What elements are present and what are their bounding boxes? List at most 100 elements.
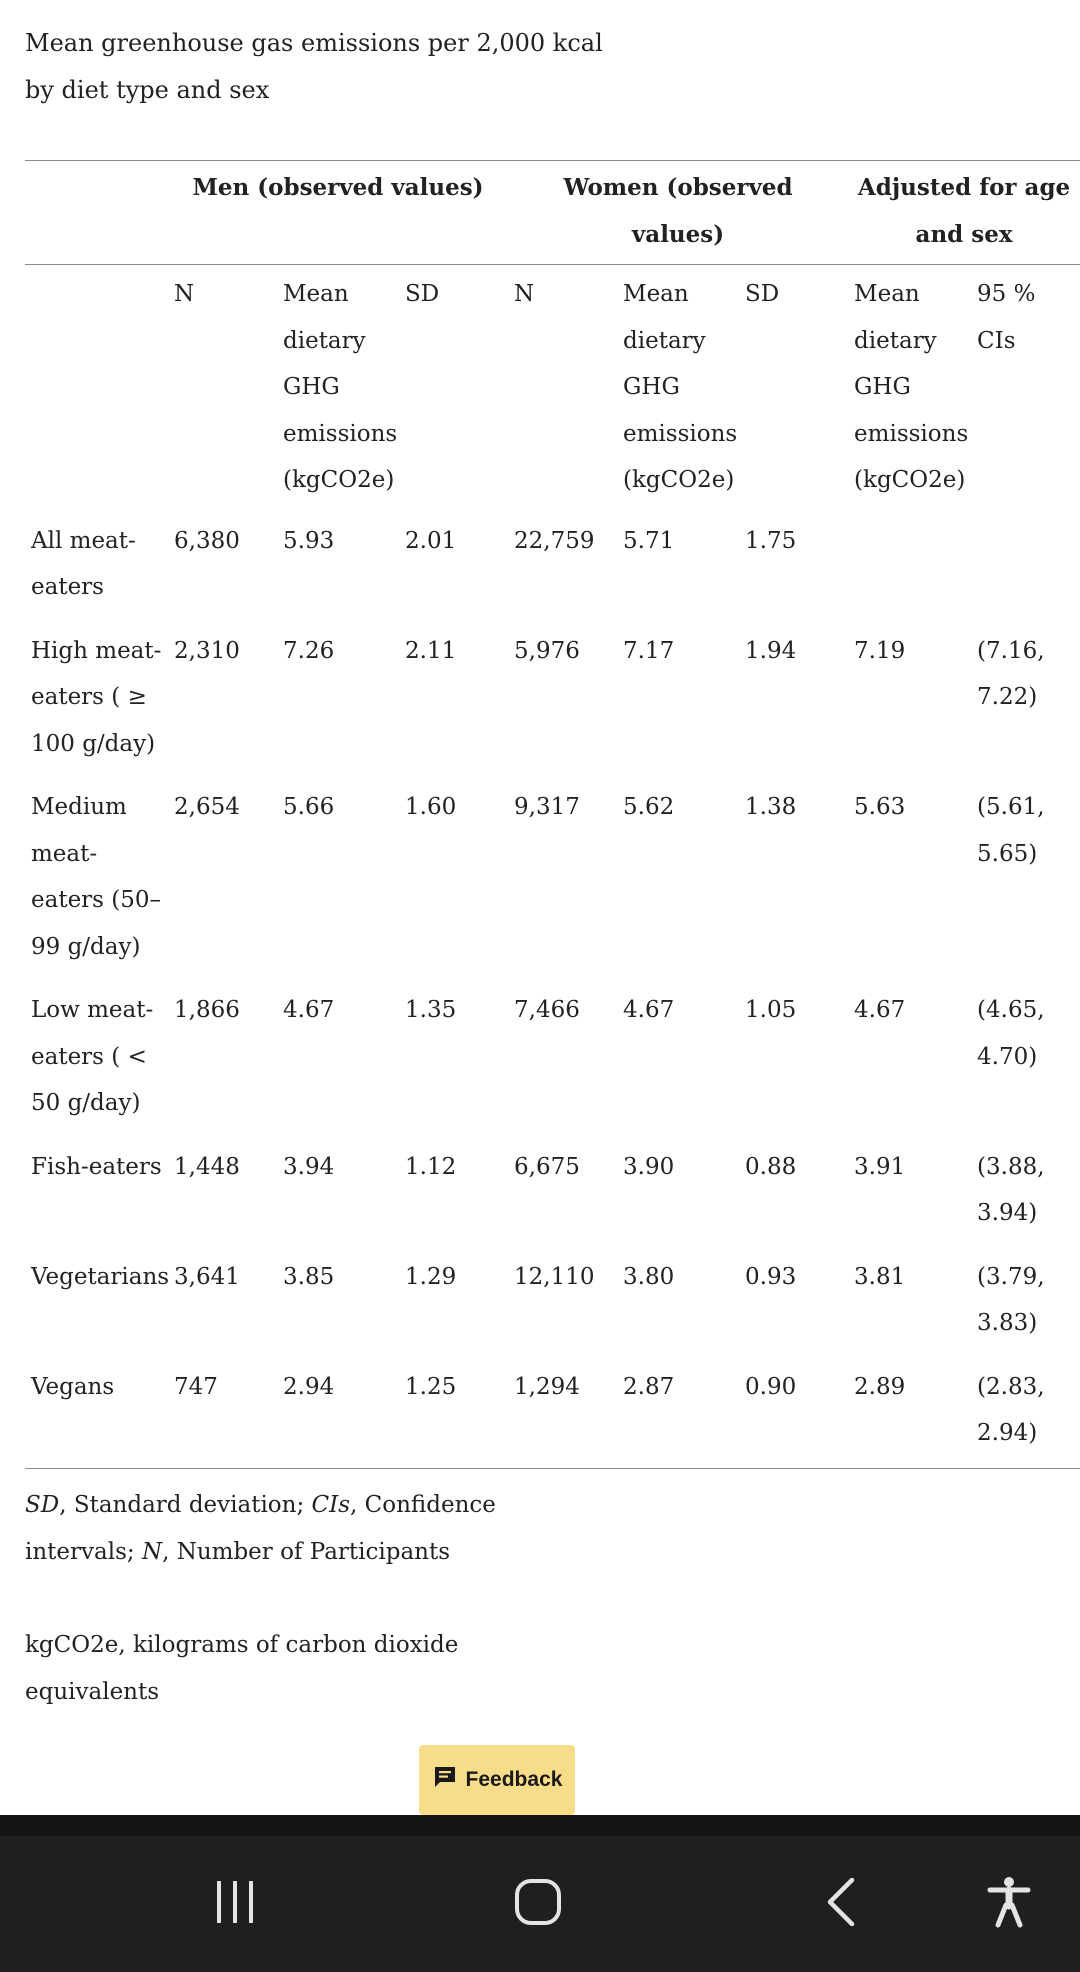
cell-men-sd: 1.25 <box>399 1357 509 1469</box>
system-navigation-bar <box>0 1815 1080 1972</box>
row-label: All meat-eaters <box>31 527 136 601</box>
cell-women-n: 6,675 <box>514 1153 580 1180</box>
cell-men-sd: 1.35 <box>405 997 457 1023</box>
subheader-adj-ci: 95 % CIs <box>977 281 1036 354</box>
cell-men-mean: 7.26 <box>283 637 335 664</box>
cell-men-sd: 1.60 <box>405 794 457 820</box>
cell-men-mean: 5.66 <box>283 794 335 820</box>
cell-women-mean: 3.80 <box>623 1263 675 1290</box>
emissions-table: Men (observed values) Women (observed va… <box>25 160 1080 1469</box>
cell-women-n: 22,759 <box>514 527 595 554</box>
subheader-men-n: N <box>174 281 195 307</box>
group-header-row: Men (observed values) Women (observed va… <box>25 160 1080 265</box>
cell-men-sd: 2.11 <box>405 637 457 664</box>
cell-adj-ci <box>971 512 1080 622</box>
footnote-abbreviations: SD, Standard deviation; CIs, Confidence … <box>25 1482 545 1575</box>
footnote-text-n: , Number of Participants <box>162 1538 451 1565</box>
cell-adj-mean: 7.19 <box>854 637 906 664</box>
cell-women-mean: 5.62 <box>623 794 675 820</box>
cell-adj-ci: (3.79, 3.83) <box>977 1263 1045 1337</box>
cell-adj-mean: 5.63 <box>854 794 906 820</box>
back-icon <box>824 1877 858 1930</box>
cell-men-n: 3,641 <box>174 1263 240 1290</box>
cell-women-sd: 1.38 <box>745 794 797 820</box>
feedback-button[interactable]: Feedback <box>419 1745 575 1815</box>
data-table-container: Men (observed values) Women (observed va… <box>25 160 1080 1469</box>
row-label: Low meat-eaters ( < 50 g/day) <box>31 997 154 1116</box>
header-adjusted: Adjusted for age and sex <box>848 160 1080 265</box>
feedback-label: Feedback <box>465 1768 563 1791</box>
cell-men-mean: 3.94 <box>283 1153 335 1180</box>
footnote-text-sd: , Standard deviation; <box>59 1492 312 1518</box>
recent-apps-icon <box>213 1880 257 1928</box>
navigation-bar-top-strip <box>0 1815 1080 1836</box>
footnote-term-cis: CIs <box>311 1492 351 1518</box>
cell-adj-ci: (7.16, 7.22) <box>977 637 1045 711</box>
home-icon <box>514 1878 562 1930</box>
subheader-adj-mean: Mean dietary GHG emissions (kgCO2e) <box>854 281 969 493</box>
cell-men-mean: 3.85 <box>283 1263 335 1290</box>
cell-men-n: 747 <box>168 1357 277 1469</box>
header-empty <box>25 160 168 265</box>
accessibility-icon <box>987 1876 1031 1932</box>
back-button[interactable] <box>781 1836 901 1972</box>
subheader-women-mean: Mean dietary GHG emissions (kgCO2e) <box>623 281 738 493</box>
cell-women-sd: 1.05 <box>745 997 797 1023</box>
cell-adj-ci: (5.61, 5.65) <box>977 794 1045 867</box>
cell-men-mean: 2.94 <box>277 1357 399 1469</box>
cell-women-mean: 5.71 <box>623 527 675 554</box>
table-row: Low meat-eaters ( < 50 g/day) 1,866 4.67… <box>25 981 1080 1138</box>
cell-women-n: 12,110 <box>514 1263 595 1290</box>
cell-women-mean: 2.87 <box>617 1357 740 1469</box>
cell-women-n: 1,294 <box>508 1357 618 1469</box>
subheader-women-sd: SD <box>745 281 780 307</box>
cell-men-n: 1,866 <box>174 997 240 1023</box>
cell-men-n: 2,310 <box>174 637 240 664</box>
cell-men-sd: 2.01 <box>405 527 457 554</box>
cell-men-mean: 4.67 <box>283 997 335 1023</box>
table-row: All meat-eaters 6,380 5.93 2.01 22,759 5… <box>25 512 1080 622</box>
cell-women-n: 9,317 <box>514 794 580 820</box>
header-women: Women (observed values) <box>508 160 849 265</box>
cell-adj-ci: (4.65, 4.70) <box>977 997 1045 1070</box>
feedback-icon <box>432 1764 458 1796</box>
table-row: High meat-eaters ( ≥ 100 g/day) 2,310 7.… <box>25 622 1080 779</box>
table-row: Vegetarians 3,641 3.85 1.29 12,110 3.80 … <box>25 1248 1080 1358</box>
accessibility-button[interactable] <box>949 1836 1069 1972</box>
row-label: Vegetarians <box>31 1263 170 1290</box>
cell-women-n: 7,466 <box>514 997 580 1023</box>
cell-women-sd: 1.94 <box>745 637 797 664</box>
cell-women-sd: 0.90 <box>739 1357 849 1469</box>
footnote-units: kgCO2e, kilograms of carbon dioxide equi… <box>25 1632 459 1705</box>
caption-line-1: Mean greenhouse gas emissions per 2,000 … <box>25 29 603 57</box>
header-men: Men (observed values) <box>168 160 509 265</box>
cell-men-sd: 1.29 <box>405 1263 457 1290</box>
cell-adj-mean: 3.91 <box>854 1153 906 1180</box>
cell-women-mean: 3.90 <box>623 1153 675 1180</box>
cell-women-mean: 4.67 <box>623 997 675 1023</box>
cell-men-n: 2,654 <box>174 794 240 820</box>
footnote-term-n: N <box>141 1538 163 1565</box>
table-row: Vegans 747 2.94 1.25 1,294 2.87 0.90 2.8… <box>25 1357 1080 1469</box>
cell-women-mean: 7.17 <box>623 637 675 664</box>
subheader-men-mean: Mean dietary GHG emissions (kgCO2e) <box>283 281 398 493</box>
recent-apps-button[interactable] <box>175 1836 295 1972</box>
table-row: Fish-eaters 1,448 3.94 1.12 6,675 3.90 0… <box>25 1138 1080 1248</box>
cell-adj-ci: (3.88, 3.94) <box>977 1153 1045 1227</box>
cell-men-n: 6,380 <box>174 527 240 554</box>
table-caption: Mean greenhouse gas emissions per 2,000 … <box>25 20 725 114</box>
caption-line-2: by diet type and sex <box>25 76 270 104</box>
cell-adj-ci: (2.83, 2.94) <box>971 1357 1080 1469</box>
cell-adj-mean <box>848 512 971 622</box>
footnote-term-sd: SD <box>25 1492 60 1518</box>
cell-adj-mean: 3.81 <box>854 1263 906 1290</box>
home-button[interactable] <box>478 1836 598 1972</box>
row-label: Fish-eaters <box>31 1153 162 1180</box>
cell-women-sd: 0.88 <box>745 1153 797 1180</box>
cell-men-n: 1,448 <box>174 1153 240 1180</box>
table-row: Medium meat-eaters (50–99 g/day) 2,654 5… <box>25 778 1080 981</box>
cell-adj-mean: 4.67 <box>854 997 906 1023</box>
row-label: Medium meat-eaters (50–99 g/day) <box>31 794 162 960</box>
cell-women-sd: 1.75 <box>745 527 797 554</box>
row-label: High meat-eaters ( ≥ 100 g/day) <box>31 637 162 757</box>
